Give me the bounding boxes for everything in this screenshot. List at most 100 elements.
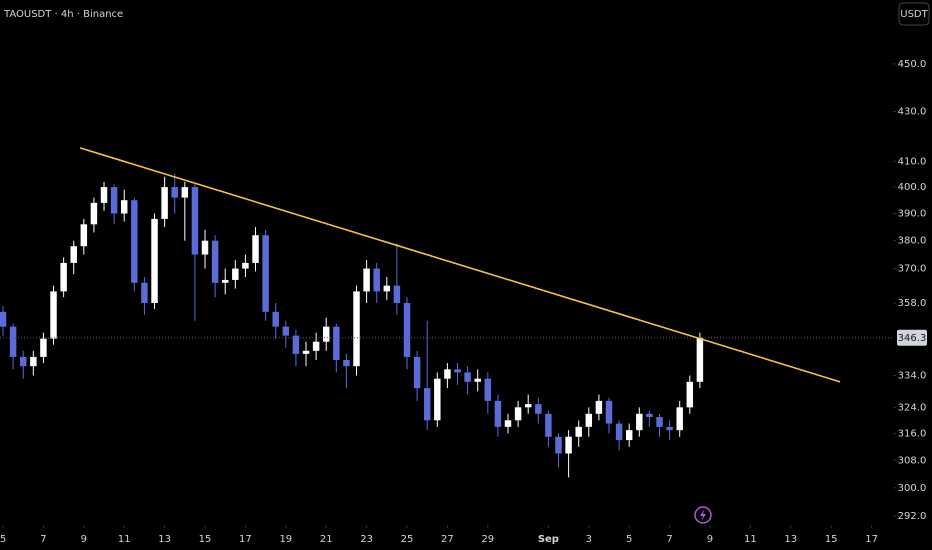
candle-body [615,423,623,441]
candle-body [161,187,168,219]
candle-body [322,326,330,342]
candle-body [646,413,653,418]
candle-body [514,407,522,421]
candle-body [464,372,471,382]
y-tick-label: 430.0 [898,106,927,117]
candle-body [353,291,360,367]
y-tick-label: 380.0 [898,236,927,247]
candle-body [575,426,582,437]
x-tick-label: 29 [481,534,494,545]
candle-body [504,420,512,427]
candle-body [40,338,47,357]
candle-body [494,400,502,427]
price-label: 346.3 [898,333,927,344]
candle-body [373,268,380,292]
y-tick-label: 300.0 [898,483,927,494]
candle-body [90,202,98,225]
candle-body [211,240,219,283]
y-tick-label: 292.0 [898,511,927,522]
candle-body [181,187,189,198]
candle-body [333,326,340,361]
x-tick-label: 11 [744,534,757,545]
candle-body [403,303,411,357]
candle-body [413,356,421,389]
candle-body [454,369,461,373]
candle-body [555,436,562,454]
candle-body [110,187,118,214]
currency-label[interactable]: USDT [900,9,928,20]
candle-body [0,311,7,327]
candle-body [30,356,37,367]
x-tick-label: 21 [320,534,333,545]
x-tick-label: 17 [865,534,878,545]
candle-body [141,282,148,304]
candle-body [221,279,229,283]
candle-body [70,246,77,263]
x-tick-label: 15 [825,534,838,545]
candle-body [242,262,249,269]
x-tick-label: 19 [279,534,292,545]
y-tick-label: 400.0 [898,182,927,193]
x-tick-label: 9 [707,534,713,545]
candle-body [666,426,673,431]
candle-body [171,187,178,198]
candle-body [9,326,17,357]
y-tick-label: 390.0 [898,209,927,220]
y-tick-label: 358.0 [898,298,927,309]
x-tick-label: 11 [118,534,131,545]
x-tick-label: Sep [538,534,559,545]
candle-body [636,413,643,431]
x-tick-label: 15 [199,534,212,545]
x-tick-label: 7 [666,534,672,545]
x-tick-label: 9 [81,534,87,545]
candle-body [262,235,269,312]
candle-body [100,187,108,203]
candle-body [676,407,683,431]
candle-body [19,356,27,367]
currency-button[interactable] [898,2,930,26]
candle-body [282,326,290,336]
x-tick-label: 5 [0,534,6,545]
x-tick-label: 7 [40,534,46,545]
candle-body [302,350,310,354]
candle-body [696,337,704,382]
candle-body [60,262,67,292]
candle-body [585,413,593,427]
candle-body [252,235,259,263]
alert-icon[interactable] [694,506,712,524]
candle-body [535,404,542,414]
candle-body [232,268,239,280]
x-tick-label: 23 [360,534,373,545]
candle-body [686,381,694,408]
y-tick-label: 370.0 [898,264,927,275]
candle-body [393,285,401,304]
alert-bolt[interactable] [700,509,706,521]
x-tick-label: 27 [441,534,454,545]
candle-body [625,430,633,441]
candle-body [151,218,158,304]
candle-body [343,360,350,367]
candle-body [120,200,128,214]
x-tick-label: 3 [586,534,592,545]
trendline [79,147,841,383]
x-tick-label: 13 [784,534,797,545]
candle-body [131,200,138,283]
alert-circle[interactable] [694,506,712,524]
x-tick-label: 25 [401,534,414,545]
candle-body [656,417,663,427]
candle-body [312,341,320,351]
candle-body [524,404,532,408]
candle-body [50,291,57,339]
y-tick-label: 324.0 [898,402,927,413]
candle-body [363,268,370,292]
x-tick-label: 13 [158,534,171,545]
candle-body [423,388,431,421]
price-label-box [897,329,927,346]
chart-title: TAOUSDT · 4h · Binance [3,9,123,20]
candle-body [444,369,451,379]
y-tick-label: 450.0 [898,59,927,70]
candle-body [434,378,441,421]
